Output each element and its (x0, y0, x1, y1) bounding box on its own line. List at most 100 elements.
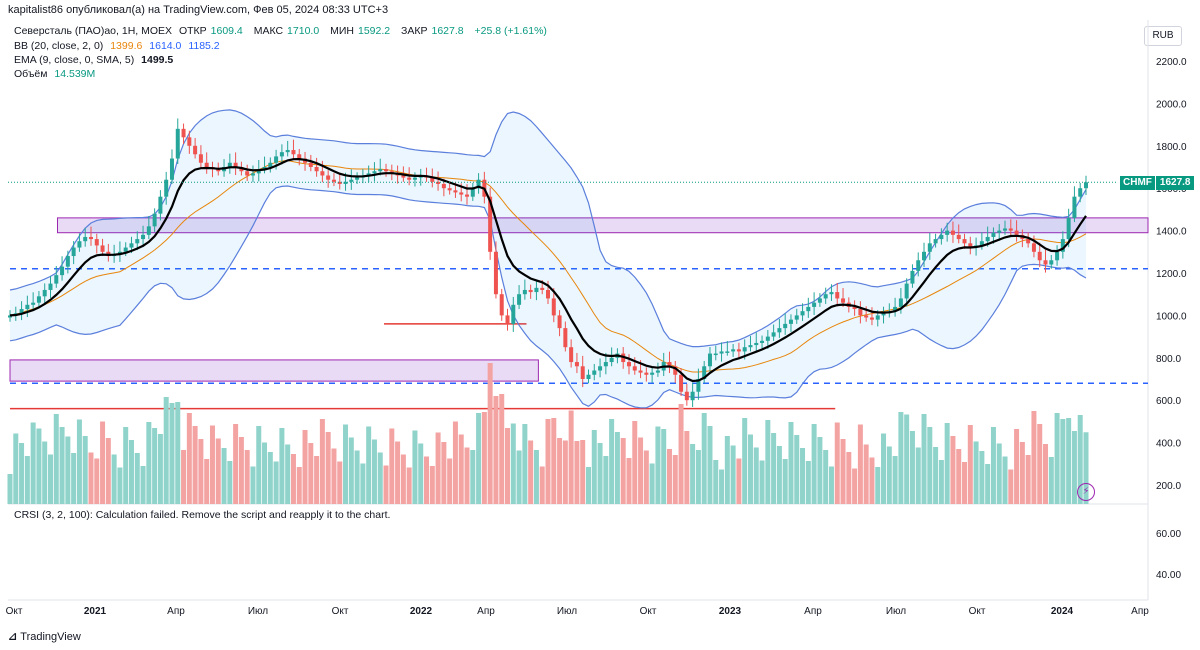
volume-bar (898, 412, 904, 504)
candle (459, 192, 464, 195)
candle (499, 294, 504, 316)
volume-bar (481, 412, 487, 504)
volume-bar (1054, 413, 1060, 504)
x-tick-label: Окт (6, 606, 23, 617)
candle (979, 241, 984, 246)
volume-bar (227, 461, 233, 504)
crsi-label[interactable]: CRSI (3, 2, 100): Calculation failed. Re… (14, 509, 391, 521)
volume-bar (788, 422, 794, 504)
lightning-icon[interactable]: ⚡ (1077, 483, 1095, 501)
candle (528, 289, 533, 293)
author-line: kapitalist86 опубликовал(а) на TradingVi… (8, 4, 389, 16)
volume-bar (59, 427, 65, 504)
volume-bar (314, 456, 320, 504)
volume-bar (366, 426, 372, 504)
candle (262, 167, 267, 170)
volume-bar (962, 462, 968, 504)
volume-bar (406, 467, 412, 504)
volume-bar (1008, 469, 1014, 504)
volume-bar (1037, 424, 1043, 504)
volume-bar (499, 394, 505, 504)
x-tick-label: Окт (332, 606, 349, 617)
candle (366, 173, 371, 176)
volume-bar (759, 460, 765, 504)
candle (626, 362, 631, 367)
candle (1026, 239, 1031, 244)
candle (88, 236, 93, 240)
volume-bar (938, 460, 944, 504)
volume-bar (695, 450, 701, 504)
candle (771, 332, 776, 337)
bb-upper-value: 1614.0 (149, 40, 182, 52)
volume-bar (574, 441, 580, 504)
candle (765, 336, 770, 341)
candle (563, 328, 568, 348)
crsi-tick-label: 60.00 (1156, 529, 1181, 540)
volume-bar (343, 424, 349, 504)
candle (754, 342, 759, 346)
volume-bar (441, 442, 447, 504)
candle (19, 309, 24, 314)
volume-bar (424, 456, 430, 504)
volume-bar (105, 438, 111, 504)
candle (702, 366, 707, 379)
volume-bar (146, 422, 152, 504)
candle (216, 169, 221, 172)
candle (291, 150, 296, 155)
volume-bar (1066, 418, 1072, 504)
volume-bar (24, 456, 30, 504)
x-tick-label: 2024 (1051, 606, 1074, 617)
volume-bar (661, 429, 667, 504)
currency-button[interactable]: RUB (1144, 26, 1182, 46)
bb-lower-value: 1185.2 (188, 40, 220, 52)
candle (250, 173, 255, 176)
volume-bar (562, 440, 568, 504)
x-tick-label: Апр (167, 606, 185, 617)
volume-bar (377, 452, 383, 504)
volume-bar (290, 454, 296, 504)
last-price-tag: CHMF 1627.8 (1120, 176, 1195, 190)
candle (36, 296, 41, 303)
volume-bar (429, 466, 435, 504)
volume-bar (713, 460, 719, 504)
volume-bar (1031, 411, 1037, 504)
volume-bar (979, 451, 985, 504)
candle (997, 230, 1002, 233)
candle (858, 309, 863, 316)
volume-bar (817, 437, 823, 504)
candle (470, 188, 475, 197)
high-value: 1710.0 (287, 25, 320, 37)
volume-bar (244, 450, 250, 504)
candle (950, 230, 955, 235)
candle (569, 347, 574, 363)
volume-bar (585, 467, 591, 504)
volume-bar (956, 449, 962, 504)
candle (372, 171, 377, 174)
candle (962, 239, 967, 244)
volume-bar (886, 446, 892, 504)
candle (453, 190, 458, 193)
y-tick-label: 400.0 (1156, 439, 1181, 450)
bb-legend[interactable]: BB (20, close, 2, 0) 1399.6 1614.0 1185.… (14, 40, 220, 52)
candle (285, 150, 290, 153)
candle (783, 323, 788, 329)
tradingview-icon: ⊿ (8, 631, 21, 643)
candle (505, 315, 510, 324)
volume-bar (337, 461, 343, 504)
volume-bar (557, 438, 563, 504)
candle (476, 179, 481, 189)
candle (540, 287, 545, 290)
volume-bar (747, 434, 753, 504)
volume-bar (7, 474, 13, 504)
change-value: +25.8 (+1.61%) (474, 25, 547, 37)
ema-legend[interactable]: EMA (9, close, 0, SMA, 5) 1499.5 (14, 54, 174, 66)
x-tick-label: Апр (477, 606, 495, 617)
volume-bar (36, 428, 42, 504)
candle (129, 243, 134, 248)
volume-bar (580, 440, 586, 504)
candle (83, 236, 88, 242)
volume-bar (800, 448, 806, 504)
volume-legend[interactable]: Объём 14.539M (14, 68, 96, 80)
volume-bar (522, 424, 528, 504)
